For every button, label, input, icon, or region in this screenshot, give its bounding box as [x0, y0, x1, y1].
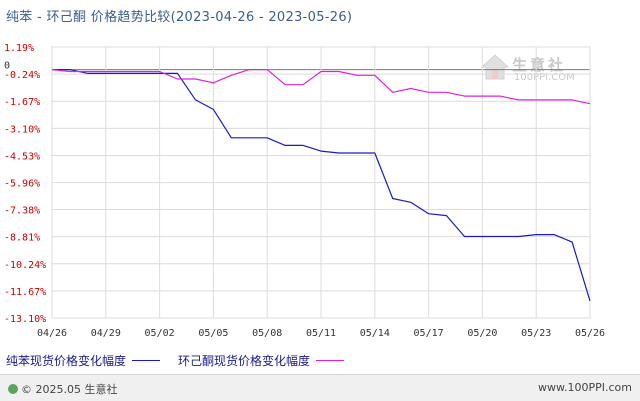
series-line-benzene [52, 68, 591, 302]
footer-copyright: © 2025.05 生意社 [8, 381, 117, 397]
watermark-url: 100PPI.COM [514, 72, 575, 83]
x-tick-label: 05/20 [467, 328, 497, 339]
x-axis-ticks: 04/26 04/29 05/02 05/05 05/08 05/11 05/14 05/17… [37, 328, 605, 339]
y-tick-label: -10.24% [4, 260, 46, 271]
y-axis-ticks: 1.19% -0.24% -1.67% -3.10% -4.53% -5.96% -7.38… [4, 43, 46, 325]
zero-label: 0 [4, 61, 10, 72]
x-tick-label: 05/23 [521, 328, 551, 339]
y-tick-label: -1.67% [4, 97, 40, 108]
x-tick-label: 05/14 [360, 328, 390, 339]
x-tick-label: 05/08 [252, 328, 282, 339]
legend-item-benzene: 纯苯现货价格变化幅度 [6, 352, 161, 369]
footer-link[interactable]: www.100PPI.com [538, 381, 632, 394]
x-tick-label: 05/02 [145, 328, 175, 339]
legend-swatch-cyclohexanone [316, 359, 345, 361]
chart-title: 纯苯 - 环己酮 价格趋势比较(2023-04-26 - 2023-05-26) [6, 10, 353, 25]
y-tick-label: 1.19% [4, 43, 34, 54]
x-tick-label: 05/17 [414, 328, 444, 339]
line-chart: 1.19% -0.24% -1.67% -3.10% -4.53% -5.96% -7.38… [4, 43, 605, 339]
x-tick-label: 05/11 [306, 328, 336, 339]
y-tick-label: -13.10% [4, 314, 46, 325]
x-tick-label: 04/29 [91, 328, 121, 339]
y-tick-label: -3.10% [4, 124, 40, 135]
x-tick-label: 05/26 [575, 328, 605, 339]
legend-label-benzene: 纯苯现货价格变化幅度 [6, 353, 127, 368]
y-tick-label: -5.96% [4, 179, 40, 190]
x-tick-label: 05/05 [198, 328, 228, 339]
y-tick-label: -4.53% [4, 151, 40, 162]
y-tick-label: -8.81% [4, 233, 40, 244]
y-tick-label: -0.24% [4, 70, 40, 81]
footer-copyright-text: © 2025.05 生意社 [21, 383, 118, 396]
y-tick-label: -7.38% [4, 206, 40, 217]
footer-bar: © 2025.05 生意社 www.100PPI.com [0, 374, 640, 401]
y-tick-label: -11.67% [4, 287, 46, 298]
legend-label-cyclohexanone: 环己酮现货价格变化幅度 [178, 353, 311, 368]
logo-icon [8, 384, 18, 394]
series-line-cyclohexanone [51, 68, 591, 105]
legend-item-cyclohexanone: 环己酮现货价格变化幅度 [178, 352, 345, 369]
legend-swatch-benzene [132, 359, 161, 361]
chart-grid [51, 46, 591, 319]
chart-series [51, 68, 591, 302]
x-tick-label: 04/26 [37, 328, 67, 339]
chart-legend: 纯苯现货价格变化幅度 环己酮现货价格变化幅度 [6, 352, 362, 368]
